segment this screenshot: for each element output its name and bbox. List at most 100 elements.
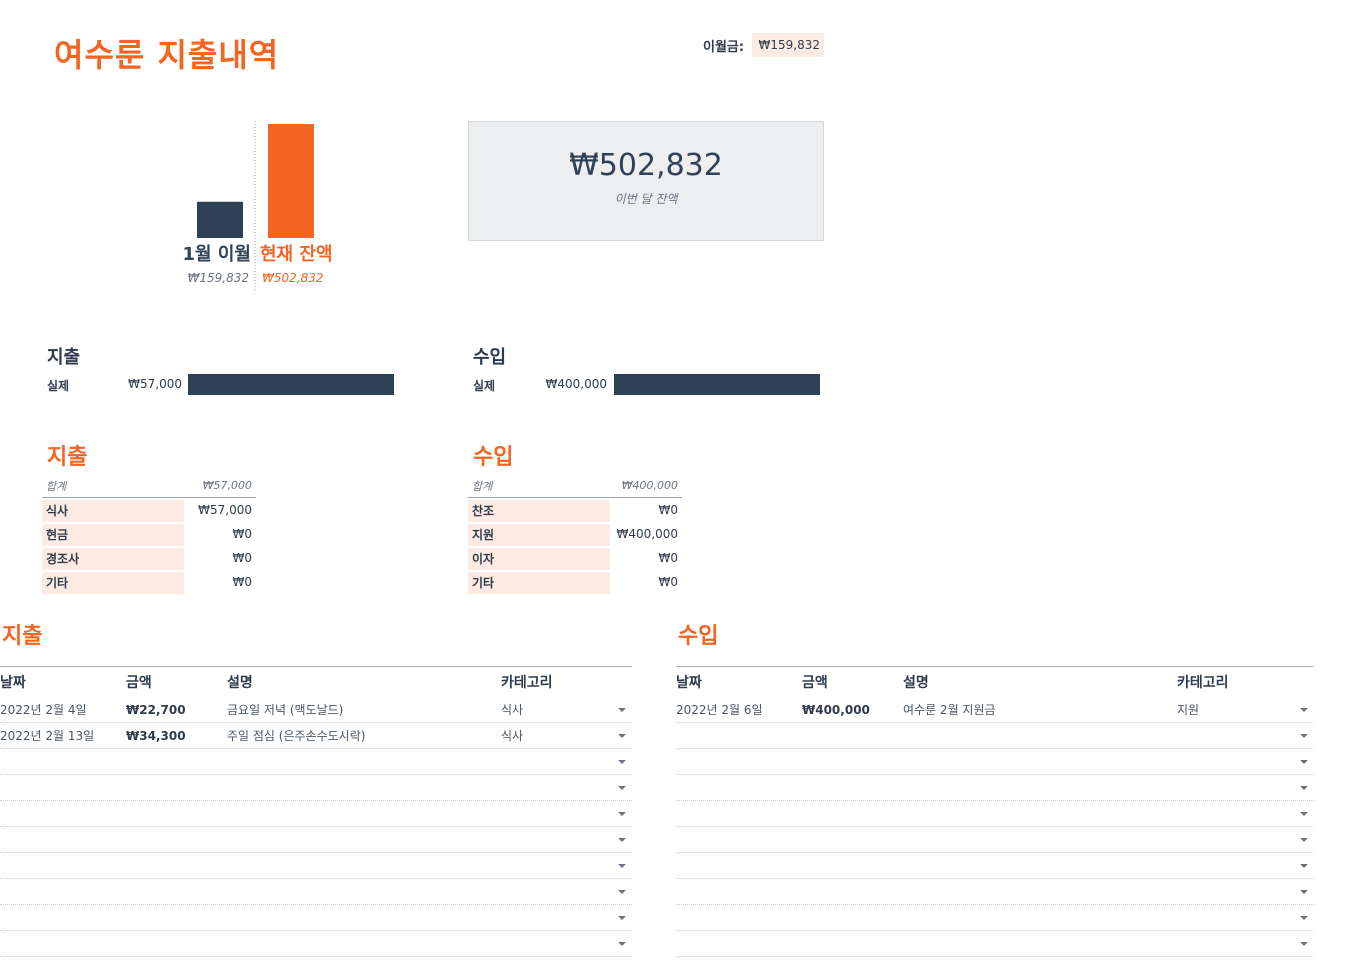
expense-category-row[interactable]: 기타 ₩0: [42, 570, 256, 594]
table-row[interactable]: [676, 879, 1314, 905]
column-header-date[interactable]: 날짜: [0, 675, 26, 691]
amount-cell[interactable]: ₩34,300: [126, 728, 186, 743]
income-category-total-value: ₩400,000: [621, 479, 678, 492]
column-header-category[interactable]: 카테고리: [1177, 675, 1229, 691]
table-row[interactable]: [676, 853, 1314, 879]
amount-cell[interactable]: ₩22,700: [126, 702, 186, 717]
category-cell[interactable]: 식사: [501, 703, 524, 717]
category-cell[interactable]: 지원: [1177, 703, 1200, 717]
chart-value-label: ₩159,832: [188, 271, 250, 285]
income-category-row[interactable]: 찬조 ₩0: [468, 498, 682, 522]
category-name[interactable]: 경조사: [42, 547, 184, 570]
table-header: 날짜 금액 설명 카테고리: [676, 667, 1314, 697]
table-row[interactable]: 2022년 2월 6일 ₩400,000 여수룬 2월 지원금 지원: [676, 697, 1314, 723]
category-dropdown-icon[interactable]: [1300, 760, 1308, 764]
table-row[interactable]: 2022년 2월 13일 ₩34,300 주일 점심 (은주손수도시락) 식사: [0, 723, 632, 749]
table-row[interactable]: [676, 723, 1314, 749]
table-row[interactable]: [676, 827, 1314, 853]
table-row[interactable]: [676, 931, 1314, 957]
expense-category-row[interactable]: 경조사 ₩0: [42, 546, 256, 570]
table-row[interactable]: [676, 905, 1314, 931]
income-category-title: 수입: [473, 445, 514, 470]
category-dropdown-icon[interactable]: [1300, 864, 1308, 868]
income-summary-amount: ₩400,000: [545, 377, 608, 391]
category-dropdown-icon[interactable]: [1300, 734, 1308, 738]
category-dropdown-icon[interactable]: [618, 708, 626, 712]
expense-category-total-label: 합계: [46, 479, 67, 493]
income-category-row[interactable]: 지원 ₩400,000: [468, 522, 682, 546]
category-dropdown-icon[interactable]: [618, 942, 626, 946]
date-cell[interactable]: 2022년 2월 13일: [0, 729, 95, 743]
page-title: 여수룬 지출내역: [54, 36, 280, 74]
category-dropdown-icon[interactable]: [1300, 812, 1308, 816]
expense-category-total-row: 합계 ₩57,000: [42, 474, 256, 498]
category-dropdown-icon[interactable]: [618, 838, 626, 842]
category-cell[interactable]: 식사: [501, 729, 524, 743]
amount-cell[interactable]: ₩400,000: [802, 702, 870, 717]
category-dropdown-icon[interactable]: [1300, 942, 1308, 946]
category-dropdown-icon[interactable]: [1300, 786, 1308, 790]
category-name[interactable]: 기타: [468, 571, 610, 594]
column-header-description[interactable]: 설명: [903, 675, 929, 691]
category-value: ₩400,000: [616, 527, 679, 541]
category-value: ₩0: [232, 527, 253, 541]
category-dropdown-icon[interactable]: [1300, 890, 1308, 894]
category-value: ₩0: [658, 575, 679, 589]
expense-category-total-value: ₩57,000: [202, 479, 252, 492]
category-name[interactable]: 현금: [42, 523, 184, 546]
table-row[interactable]: [0, 879, 632, 905]
table-row[interactable]: [676, 749, 1314, 775]
expense-category-row[interactable]: 식사 ₩57,000: [42, 498, 256, 522]
expense-summary-title: 지출: [47, 347, 81, 368]
carryover-label: 이월금:: [703, 40, 745, 55]
income-category-row[interactable]: 기타 ₩0: [468, 570, 682, 594]
category-name[interactable]: 기타: [42, 571, 184, 594]
date-cell[interactable]: 2022년 2월 4일: [0, 703, 87, 717]
column-header-date[interactable]: 날짜: [676, 675, 702, 691]
chart-value-label: ₩502,832: [262, 271, 324, 285]
description-cell[interactable]: 주일 점심 (은주손수도시락): [227, 729, 366, 743]
income-table-title: 수입: [678, 624, 719, 649]
category-dropdown-icon[interactable]: [1300, 708, 1308, 712]
category-dropdown-icon[interactable]: [618, 916, 626, 920]
category-dropdown-icon[interactable]: [618, 734, 626, 738]
table-row[interactable]: [0, 931, 632, 957]
category-name[interactable]: 식사: [42, 499, 184, 522]
table-row[interactable]: [0, 749, 632, 775]
table-row[interactable]: 2022년 2월 4일 ₩22,700 금요일 저녁 (맥도날드) 식사: [0, 697, 632, 723]
category-dropdown-icon[interactable]: [618, 786, 626, 790]
income-summary-row-label: 실제: [473, 379, 496, 393]
category-dropdown-icon[interactable]: [1300, 838, 1308, 842]
table-row[interactable]: [0, 905, 632, 931]
category-name[interactable]: 찬조: [468, 499, 610, 522]
description-cell[interactable]: 금요일 저녁 (맥도날드): [227, 703, 344, 717]
column-header-amount[interactable]: 금액: [126, 675, 152, 691]
balance-bar-chart: 1월 이월 ₩159,832 현재 잔액 ₩502,832: [183, 121, 333, 291]
income-category-row[interactable]: 이자 ₩0: [468, 546, 682, 570]
category-dropdown-icon[interactable]: [1300, 916, 1308, 920]
table-row[interactable]: [676, 801, 1314, 827]
category-name[interactable]: 지원: [468, 523, 610, 546]
category-name[interactable]: 이자: [468, 547, 610, 570]
column-header-description[interactable]: 설명: [227, 675, 253, 691]
table-row[interactable]: [0, 853, 632, 879]
column-header-amount[interactable]: 금액: [802, 675, 828, 691]
category-dropdown-icon[interactable]: [618, 864, 626, 868]
category-dropdown-icon[interactable]: [618, 812, 626, 816]
carryover-value-cell[interactable]: ₩159,832: [752, 33, 824, 57]
column-header-category[interactable]: 카테고리: [501, 675, 553, 691]
category-dropdown-icon[interactable]: [618, 760, 626, 764]
table-row[interactable]: [676, 775, 1314, 801]
table-row[interactable]: [0, 827, 632, 853]
table-row[interactable]: [0, 775, 632, 801]
date-cell[interactable]: 2022년 2월 6일: [676, 703, 763, 717]
expense-summary-amount: ₩57,000: [128, 377, 182, 391]
expense-category-row[interactable]: 현금 ₩0: [42, 522, 256, 546]
expense-table-title: 지출: [2, 624, 43, 649]
expense-category-title: 지출: [47, 445, 88, 470]
chart-category-label: 현재 잔액: [260, 244, 333, 265]
chart-bar: [197, 201, 243, 238]
description-cell[interactable]: 여수룬 2월 지원금: [903, 703, 996, 717]
table-row[interactable]: [0, 801, 632, 827]
category-dropdown-icon[interactable]: [618, 890, 626, 894]
